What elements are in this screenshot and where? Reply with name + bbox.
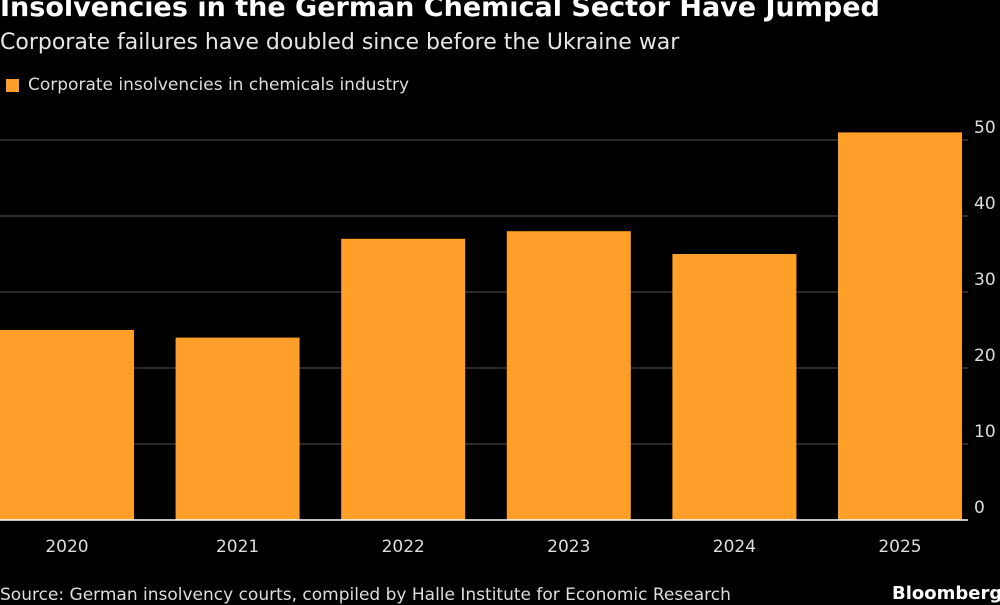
bar-2020 (0, 330, 134, 520)
y-tick-label: 50 (974, 118, 996, 138)
x-tick-label: 2023 (547, 537, 590, 557)
bar-2025 (838, 132, 962, 520)
x-tick-label: 2024 (713, 537, 756, 557)
y-tick-label: 40 (974, 194, 996, 214)
legend: Corporate insolvencies in chemicals indu… (6, 75, 409, 95)
y-tick-label: 0 (974, 498, 985, 518)
bar-2021 (175, 337, 300, 520)
bar-2022 (341, 238, 466, 521)
y-tick-label: 10 (974, 422, 996, 442)
source-note: Source: German insolvency courts, compil… (0, 585, 731, 605)
x-tick-label: 2025 (878, 537, 921, 557)
bar-2024 (672, 254, 797, 520)
legend-swatch (6, 78, 19, 92)
bloomberg-logo: Bloomberg (892, 583, 1000, 604)
chart-title: Insolvencies in the German Chemical Sect… (0, 0, 880, 23)
legend-label: Corporate insolvencies in chemicals indu… (28, 75, 410, 95)
x-tick-label: 2020 (45, 537, 88, 557)
x-tick-label: 2022 (382, 537, 425, 557)
y-tick-label: 20 (974, 346, 996, 366)
y-tick-label: 30 (974, 270, 996, 290)
bar-2023 (506, 231, 631, 520)
chart-subtitle: Corporate failures have doubled since be… (0, 30, 680, 55)
x-tick-label: 2021 (216, 537, 259, 557)
